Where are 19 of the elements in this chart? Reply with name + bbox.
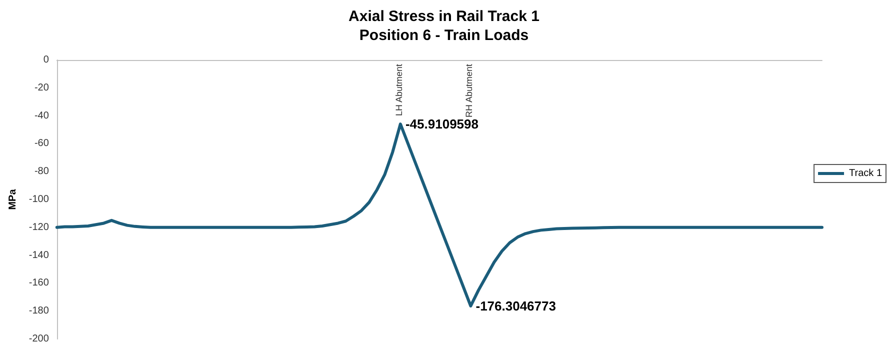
legend-label: Track 1 xyxy=(849,168,882,179)
annotation: LH Abutment xyxy=(394,64,404,116)
chart-subtitle: Position 6 - Train Loads xyxy=(359,27,529,44)
chart-title: Axial Stress in Rail Track 1 xyxy=(348,8,540,25)
y-axis-title: MPa xyxy=(8,188,18,210)
data-label: -45.9109598 xyxy=(405,116,478,132)
y-tick-label: -60 xyxy=(34,138,50,150)
y-tick-label: -160 xyxy=(28,278,50,289)
y-tick-label: -200 xyxy=(28,334,50,344)
data-label: -176.3046773 xyxy=(476,298,556,314)
y-tick-label: -20 xyxy=(34,82,50,94)
y-tick-label: -40 xyxy=(34,110,50,122)
annotation: RH Abutment xyxy=(464,64,474,118)
y-tick-label: 0 xyxy=(43,54,50,66)
y-tick-label: -140 xyxy=(28,250,50,261)
y-tick-label: -80 xyxy=(34,166,50,178)
y-tick-label: -100 xyxy=(28,194,50,205)
y-tick-label: -120 xyxy=(28,222,50,233)
y-tick-label: -180 xyxy=(28,306,50,317)
